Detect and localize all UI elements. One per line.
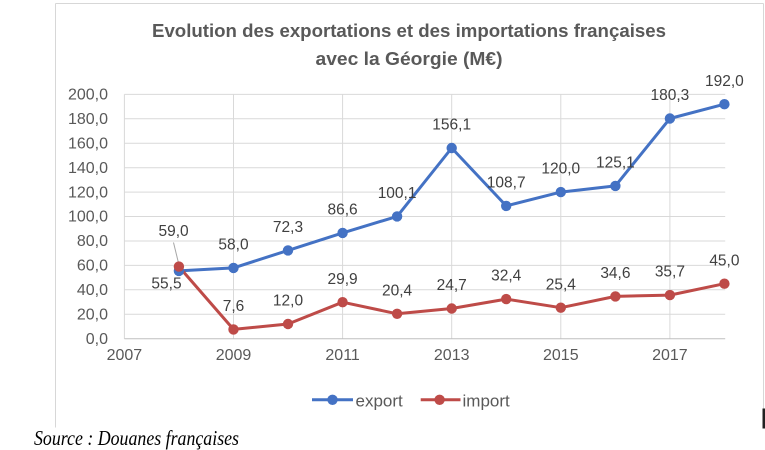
svg-text:20,0: 20,0 (77, 307, 108, 324)
svg-text:156,1: 156,1 (432, 117, 471, 134)
svg-text:35,7: 35,7 (655, 264, 685, 281)
svg-text:Source : Douanes françaises: Source : Douanes françaises (34, 426, 239, 450)
svg-text:86,6: 86,6 (328, 202, 358, 219)
svg-text:2015: 2015 (543, 347, 579, 364)
svg-text:55,5: 55,5 (151, 276, 181, 293)
svg-text:Evolution des exportations et: Evolution des exportations et des import… (152, 20, 666, 41)
svg-text:100,0: 100,0 (68, 209, 108, 226)
svg-text:45,0: 45,0 (709, 252, 740, 269)
svg-text:export: export (356, 392, 404, 411)
svg-text:40,0: 40,0 (77, 282, 108, 299)
svg-text:2007: 2007 (107, 347, 143, 364)
svg-text:72,3: 72,3 (273, 219, 303, 236)
svg-text:32,4: 32,4 (491, 268, 522, 285)
svg-text:2009: 2009 (216, 347, 252, 364)
svg-text:108,7: 108,7 (487, 175, 526, 192)
svg-text:180,3: 180,3 (651, 87, 690, 104)
svg-text:34,6: 34,6 (600, 265, 630, 282)
svg-text:160,0: 160,0 (68, 136, 108, 153)
svg-text:180,0: 180,0 (68, 111, 108, 128)
svg-text:2013: 2013 (434, 347, 470, 364)
svg-text:80,0: 80,0 (77, 233, 108, 250)
svg-text:59,0: 59,0 (159, 223, 190, 240)
svg-text:120,0: 120,0 (68, 184, 108, 201)
svg-text:200,0: 200,0 (68, 87, 108, 104)
svg-text:7,6: 7,6 (223, 298, 245, 315)
svg-text:29,9: 29,9 (328, 271, 358, 288)
svg-text:192,0: 192,0 (705, 73, 744, 90)
svg-text:20,4: 20,4 (382, 282, 413, 299)
svg-text:0,0: 0,0 (86, 331, 108, 348)
svg-text:import: import (463, 392, 511, 411)
svg-text:24,7: 24,7 (437, 277, 467, 294)
svg-text:12,0: 12,0 (273, 293, 304, 310)
svg-text:120,0: 120,0 (541, 161, 580, 178)
svg-text:100,1: 100,1 (378, 185, 417, 202)
svg-text:58,0: 58,0 (218, 237, 249, 254)
svg-text:25,4: 25,4 (546, 276, 577, 293)
svg-text:2017: 2017 (652, 347, 688, 364)
svg-text:60,0: 60,0 (77, 258, 108, 275)
svg-text:2011: 2011 (325, 347, 360, 364)
svg-text:125,1: 125,1 (596, 155, 635, 172)
svg-text:140,0: 140,0 (68, 160, 108, 177)
svg-text:avec la Géorgie (M€): avec la Géorgie (M€) (316, 48, 503, 69)
